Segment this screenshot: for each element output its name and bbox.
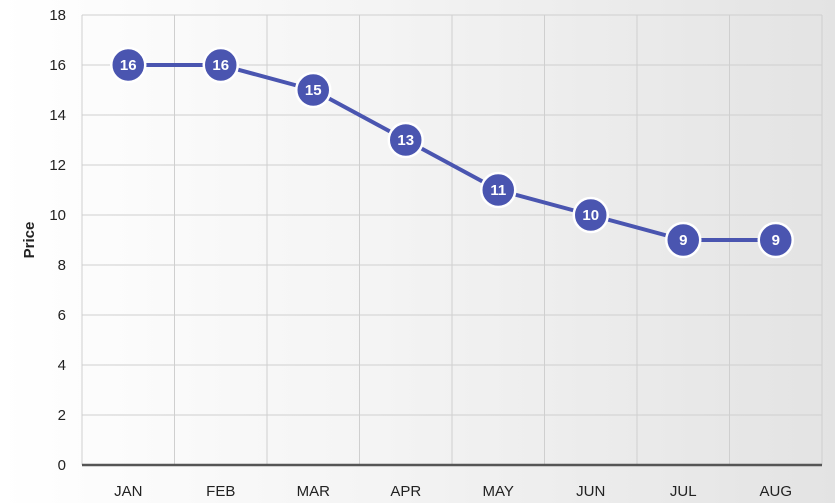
x-tick-label: FEB	[206, 483, 235, 500]
x-tick-label: APR	[390, 483, 421, 500]
data-point-marker	[295, 71, 332, 109]
y-tick-label: 2	[58, 407, 66, 424]
data-point-marker	[202, 46, 239, 84]
data-point-marker	[757, 221, 794, 259]
data-label: 16	[212, 57, 229, 74]
y-tick-label: 8	[58, 257, 66, 274]
y-tick-label: 4	[58, 357, 66, 374]
data-label: 9	[679, 232, 687, 249]
y-tick-label: 10	[49, 207, 66, 224]
y-tick-label: 6	[58, 307, 66, 324]
data-point-marker	[665, 221, 702, 259]
x-tick-label: JUN	[576, 483, 605, 500]
data-point-marker	[480, 171, 517, 209]
data-label: 16	[120, 57, 137, 74]
data-label: 11	[490, 182, 506, 199]
y-tick-label: 18	[49, 7, 66, 24]
data-point-marker	[572, 196, 609, 234]
y-axis-title: Price	[21, 222, 38, 259]
data-points: 16 16 15 13 11 10 9 9	[110, 46, 794, 259]
data-label: 10	[582, 207, 599, 224]
x-tick-labels: JAN FEB MAR APR MAY JUN JUL AUG	[114, 483, 792, 500]
y-tick-label: 12	[49, 157, 66, 174]
data-label: 9	[772, 232, 780, 249]
x-tick-label: JAN	[114, 483, 142, 500]
data-label: 15	[305, 82, 322, 99]
y-tick-label: 14	[49, 107, 66, 124]
x-tick-label: JUL	[670, 483, 697, 500]
data-point-marker	[110, 46, 147, 84]
y-tick-label: 16	[49, 57, 66, 74]
x-tick-label: MAR	[297, 483, 331, 500]
y-tick-label: 0	[58, 457, 66, 474]
data-point-marker	[387, 121, 424, 159]
data-label: 13	[397, 132, 414, 149]
x-tick-label: AUG	[759, 483, 792, 500]
y-tick-labels: 0 2 4 6 8 10 12 14 16 18	[49, 7, 66, 474]
x-tick-label: MAY	[483, 483, 514, 500]
